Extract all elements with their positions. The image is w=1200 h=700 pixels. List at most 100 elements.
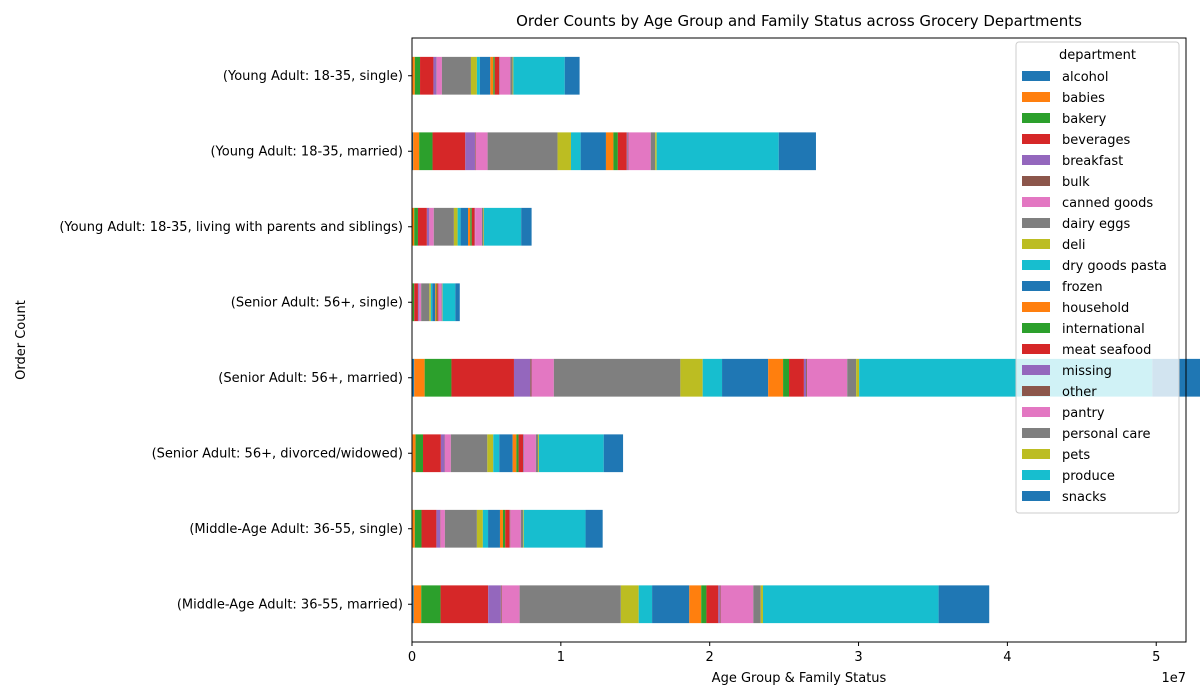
bar-segment-bakery-7 [421,585,441,624]
bar-segment-snacks-3 [455,283,460,322]
legend-label-snacks: snacks [1062,490,1107,505]
bar-segment-missing-7 [718,585,720,624]
bar-segment-beverages-6 [421,509,437,548]
bar-segment-canned-goods-4 [531,358,554,397]
bar-segment-dry-goods-pasta-1 [570,132,581,171]
legend-label-dairy-eggs: dairy eggs [1062,217,1131,232]
y-axis-label: Order Count [14,300,29,380]
bar-segment-dry-goods-pasta-3 [430,283,433,322]
bar-segment-meat-seafood-5 [518,434,524,473]
bar-segment-bakery-2 [414,207,418,246]
legend-label-other: other [1062,385,1097,400]
bar-segment-bakery-1 [419,132,433,171]
bar-segment-international-7 [701,585,707,624]
bar-segment-frozen-5 [499,434,513,473]
bar-segment-international-4 [783,358,790,397]
bar-segment-beverages-0 [420,56,434,95]
bar-segment-pantry-7 [720,585,754,624]
x-axis-label: Age Group & Family Status [712,671,887,686]
legend-label-produce: produce [1062,469,1115,484]
legend-swatch-meat-seafood [1022,344,1050,354]
bar-segment-beverages-4 [451,358,514,397]
x-axis: 0 1 2 3 4 5 [408,642,1160,665]
legend-swatch-pets [1022,449,1050,459]
bar-segment-bulk-4 [530,358,532,397]
legend-title: department [1059,48,1136,63]
legend-swatch-babies [1022,92,1050,102]
x-tick-label-3: 3 [854,650,862,665]
bar-segment-deli-7 [620,585,639,624]
legend-swatch-other [1022,386,1050,396]
bar-segment-personal-care-2 [481,207,484,246]
bar-segment-bakery-5 [415,434,424,473]
bar-segment-breakfast-6 [436,509,441,548]
x-tick-label-4: 4 [1003,650,1011,665]
bar-segment-breakfast-5 [440,434,445,473]
bar-segment-produce-1 [656,132,779,171]
legend-label-meat-seafood: meat seafood [1062,343,1151,358]
bar-segment-dairy-eggs-1 [487,132,558,171]
bar-segment-babies-4 [414,358,425,397]
bar-segment-personal-care-4 [847,358,857,397]
bar-segment-beverages-3 [414,283,418,322]
bar-segment-frozen-4 [722,358,769,397]
bar-segment-bakery-4 [424,358,452,397]
bar-segment-household-4 [768,358,784,397]
bar-segment-alcohol-4 [412,358,415,397]
legend-swatch-international [1022,323,1050,333]
bar-segment-canned-goods-7 [501,585,520,624]
bar-segment-snacks-2 [521,207,532,246]
bar-segment-meat-seafood-2 [471,207,475,246]
bar-segment-international-6 [502,509,506,548]
bar-segment-meat-seafood-0 [494,56,500,95]
legend-swatch-breakfast [1022,155,1050,165]
bar-segment-personal-care-1 [650,132,656,171]
bar-segment-deli-4 [680,358,703,397]
bar-segment-meat-seafood-7 [706,585,719,624]
bar-segment-babies-7 [413,585,422,624]
bar-segment-other-1 [627,132,629,171]
bar-segment-dry-goods-pasta-2 [457,207,461,246]
bar-segment-dairy-eggs-4 [553,358,681,397]
bar-segment-international-0 [493,56,495,95]
bar-segment-household-1 [605,132,614,171]
bar-segment-alcohol-1 [412,132,414,171]
legend-label-international: international [1062,322,1145,337]
bar-segment-babies-2 [412,207,415,246]
bar-segment-snacks-7 [938,585,990,624]
bar-segment-other-7 [719,585,721,624]
bar-segment-beverages-2 [417,207,427,246]
y-tick-label-0: (Young Adult: 18-35, single) [223,69,403,84]
bar-segment-pets-6 [523,509,524,548]
bar-segment-dairy-eggs-6 [444,509,477,548]
bar-segment-snacks-5 [603,434,624,473]
bar-segment-deli-2 [453,207,458,246]
bar-segment-missing-5 [523,434,524,473]
bar-segment-frozen-1 [580,132,606,171]
bar-segment-pantry-6 [510,509,521,548]
bars-layer [412,56,1200,624]
bar-segment-snacks-6 [585,509,603,548]
bar-segment-canned-goods-1 [475,132,488,171]
bar-segment-pantry-0 [499,56,511,95]
bar-segment-breakfast-0 [433,56,437,95]
bar-segment-dairy-eggs-0 [441,56,471,95]
bar-segment-snacks-1 [778,132,816,171]
bar-segment-produce-5 [538,434,604,473]
bar-segment-frozen-0 [479,56,491,95]
bar-segment-household-3 [435,283,437,322]
bar-segment-snacks-0 [564,56,580,95]
bar-segment-beverages-7 [440,585,489,624]
bar-segment-dry-goods-pasta-4 [702,358,723,397]
legend-label-pets: pets [1062,448,1090,463]
bar-segment-international-5 [516,434,519,473]
bar-segment-household-5 [512,434,517,473]
bar-segment-pantry-1 [628,132,651,171]
y-tick-label-4: (Senior Adult: 56+, married) [218,371,403,386]
bar-segment-frozen-6 [488,509,500,548]
bar-segment-dry-goods-pasta-7 [638,585,653,624]
bar-segment-dry-goods-pasta-0 [476,56,480,95]
bar-segment-meat-seafood-1 [617,132,627,171]
bar-segment-deli-3 [429,283,431,322]
legend-swatch-frozen [1022,281,1050,291]
